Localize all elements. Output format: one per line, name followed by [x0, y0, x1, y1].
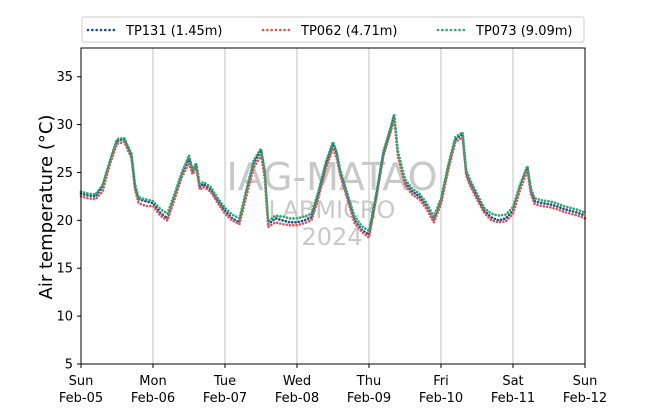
- legend-label: TP073 (9.09m): [475, 24, 572, 39]
- x-tick-day-label: Mon: [139, 374, 166, 389]
- x-tick-day-label: Wed: [283, 374, 311, 389]
- x-tick-date-label: Feb-08: [275, 391, 319, 406]
- x-tick-day-label: Sun: [69, 374, 94, 389]
- x-tick-date-label: Feb-10: [419, 391, 463, 406]
- y-tick-label: 20: [56, 214, 73, 229]
- x-tick-date-label: Feb-09: [347, 391, 391, 406]
- legend-box: [81, 16, 585, 43]
- series-layer: [79, 112, 587, 239]
- legend: TP131 (1.45m) TP062 (4.71m) TP073 (9.09m): [81, 16, 585, 43]
- y-tick-label: 30: [56, 118, 73, 133]
- x-tick-day-label: Thu: [356, 374, 381, 389]
- watermark: IAG-MATAO LABMICRO 2024: [226, 155, 437, 251]
- x-tick-day-label: Sun: [573, 374, 598, 389]
- y-tick-label: 5: [65, 358, 73, 373]
- series-line: [79, 117, 587, 239]
- x-tick-date-label: Feb-05: [59, 391, 103, 406]
- y-tick-label: 35: [56, 70, 73, 85]
- x-tick-day-label: Sat: [502, 374, 523, 389]
- y-axis-label: Air temperature (°C): [36, 115, 57, 300]
- legend-label: TP131 (1.45m): [125, 24, 222, 39]
- legend-label: TP062 (4.71m): [300, 24, 397, 39]
- series-line: [79, 112, 587, 233]
- x-axis: Sun Feb-05 Mon Feb-06 Tue Feb-07 Wed Feb-08 Thu F…: [59, 364, 607, 406]
- x-tick-date-label: Feb-06: [131, 391, 175, 406]
- x-tick-day-label: Tue: [213, 374, 236, 389]
- x-tick-day-label: Fri: [433, 374, 449, 389]
- y-axis: 5 10 15 20 25 30 35: [56, 70, 81, 373]
- x-tick-date-label: Feb-07: [203, 391, 247, 406]
- plot-frame: [80, 47, 586, 365]
- y-tick-label: 10: [56, 310, 73, 325]
- y-tick-label: 25: [56, 166, 73, 181]
- y-tick-label: 15: [56, 262, 73, 277]
- x-tick-date-label: Feb-12: [563, 391, 607, 406]
- watermark-line-3: 2024: [301, 223, 362, 251]
- x-tick-date-label: Feb-11: [491, 391, 535, 406]
